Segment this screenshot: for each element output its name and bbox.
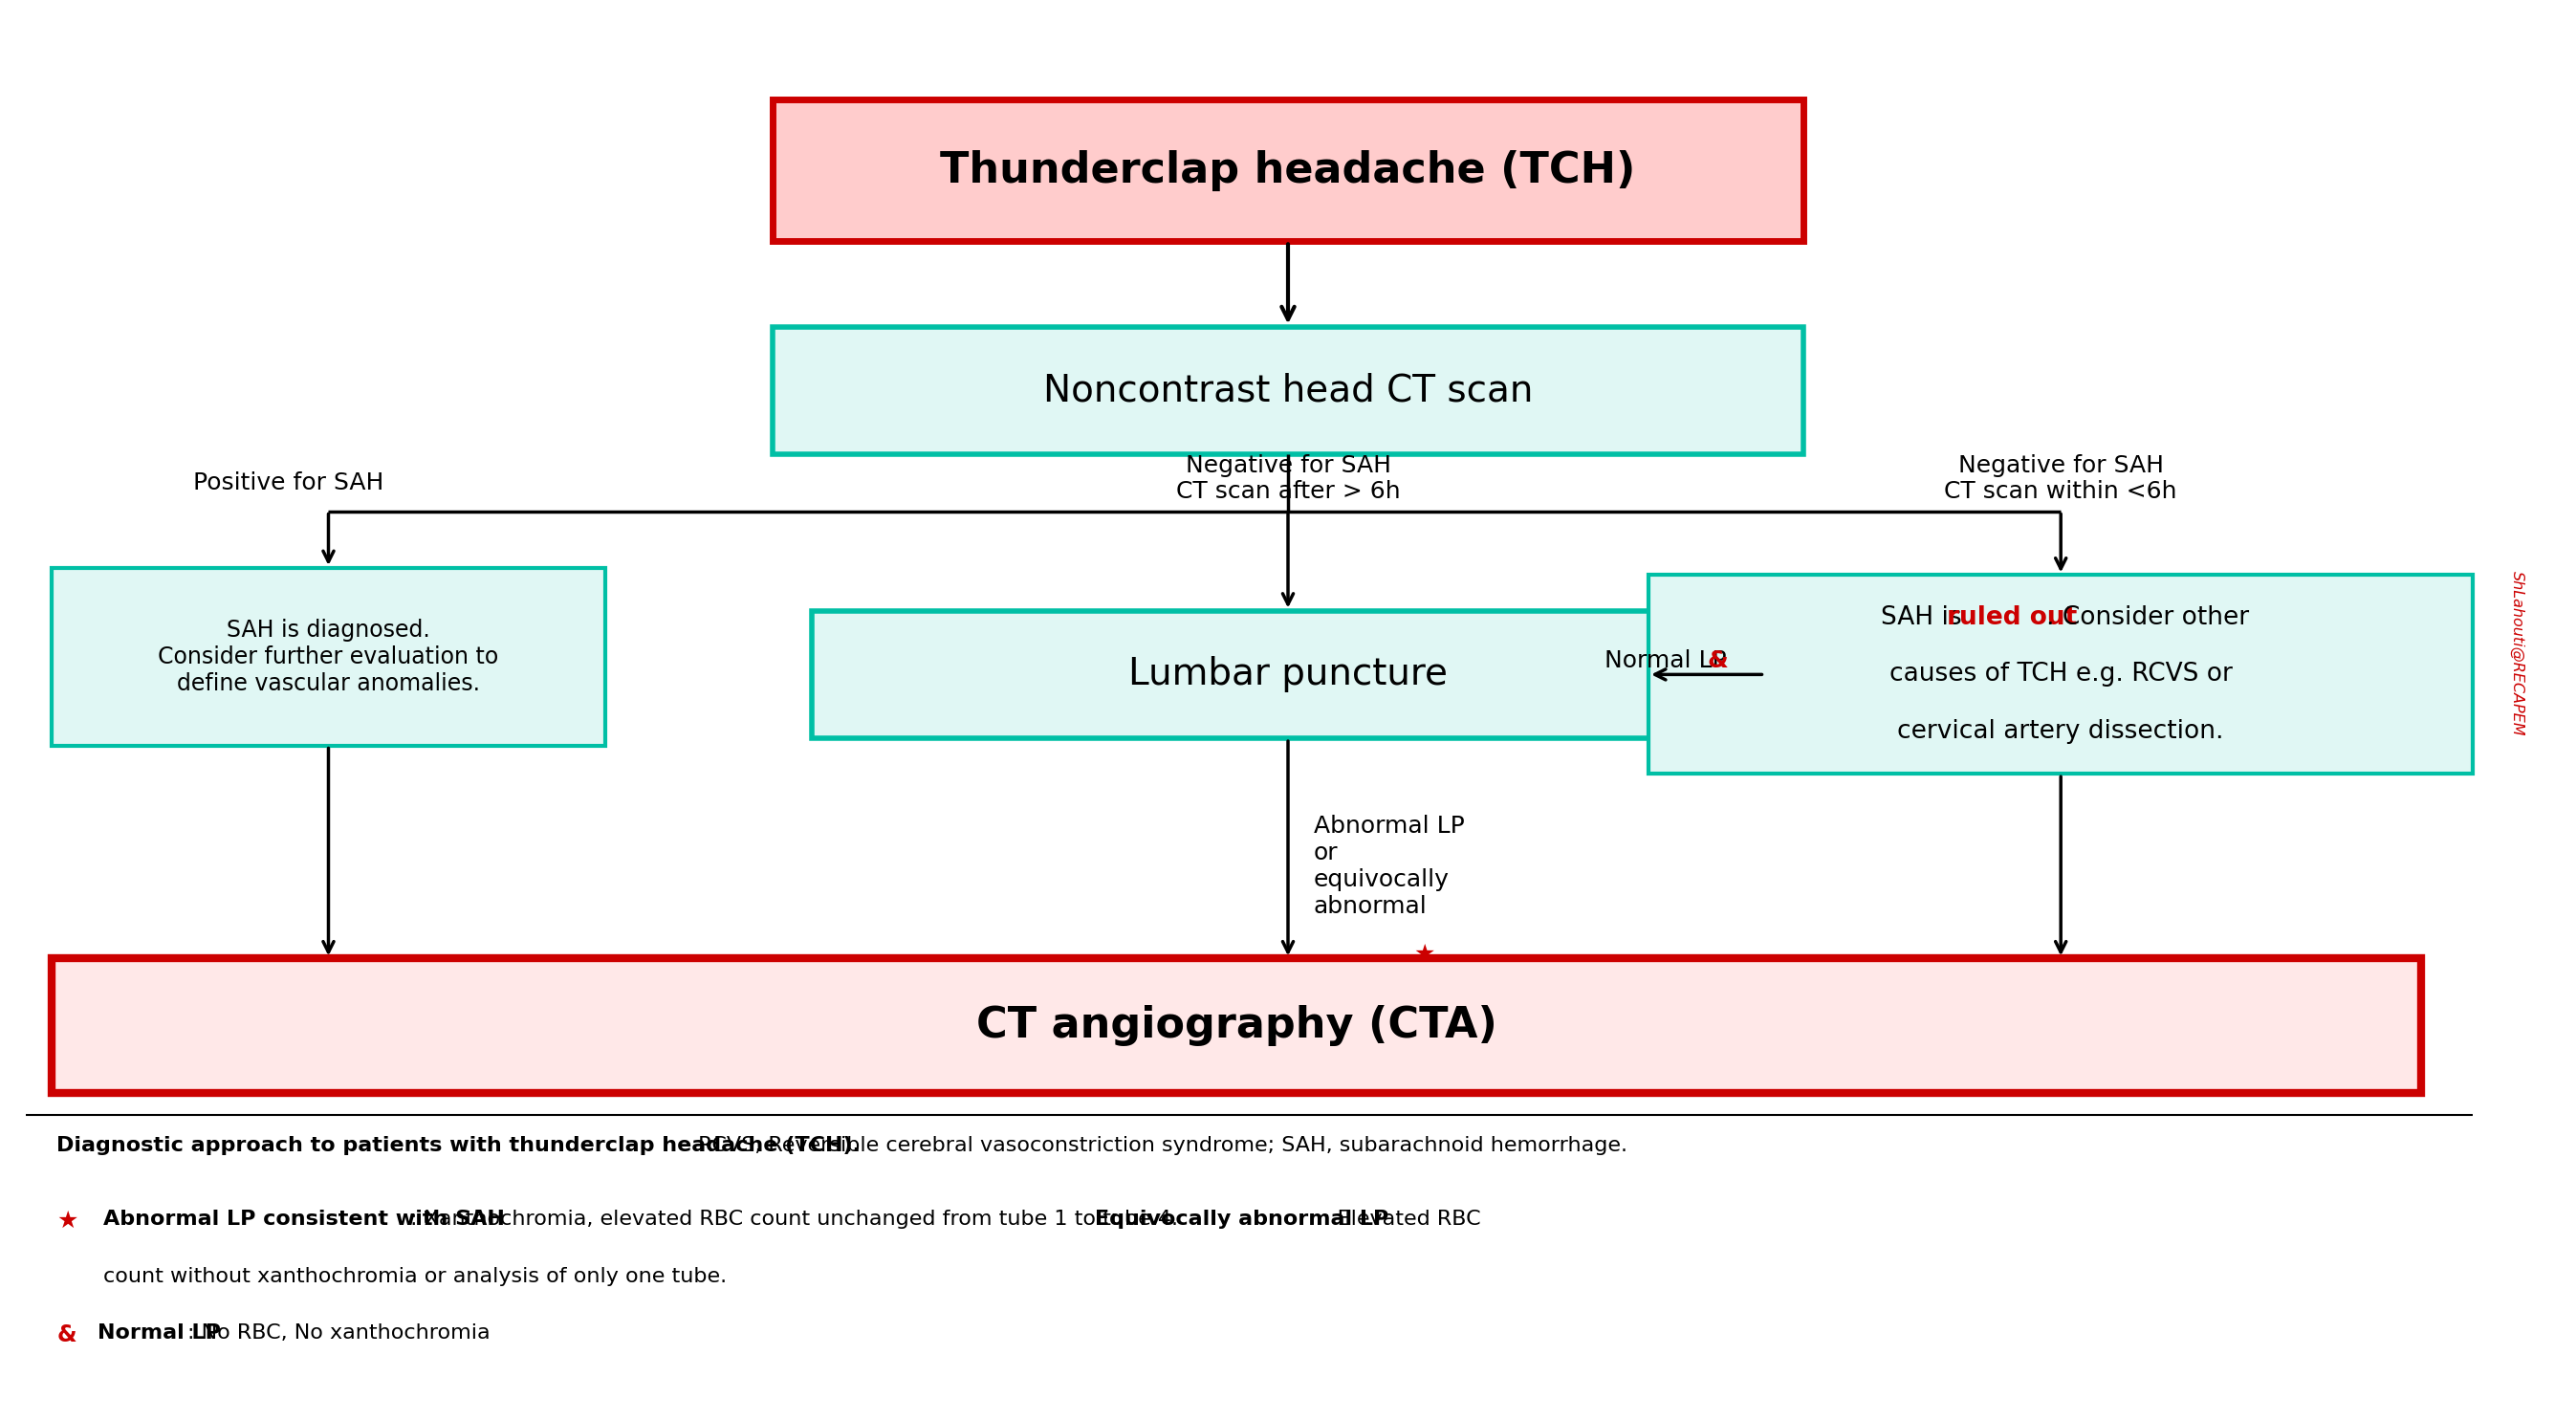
FancyBboxPatch shape	[811, 611, 1765, 738]
Text: Lumbar puncture: Lumbar puncture	[1128, 656, 1448, 693]
Text: count without xanthochromia or analysis of only one tube.: count without xanthochromia or analysis …	[103, 1267, 726, 1285]
Text: Positive for SAH: Positive for SAH	[193, 471, 384, 494]
Text: : Elevated RBC: : Elevated RBC	[1324, 1210, 1481, 1228]
Text: Diagnostic approach to patients with thunderclap headache (TCH).: Diagnostic approach to patients with thu…	[57, 1136, 860, 1154]
FancyBboxPatch shape	[773, 99, 1803, 241]
Text: Negative for SAH
CT scan after > 6h: Negative for SAH CT scan after > 6h	[1175, 454, 1401, 503]
Text: SAH is: SAH is	[1880, 605, 1971, 630]
Text: : No RBC, No xanthochromia: : No RBC, No xanthochromia	[188, 1323, 489, 1342]
Text: Abnormal LP
or
equivocally
abnormal: Abnormal LP or equivocally abnormal	[1314, 815, 1466, 917]
Text: : Xanthochromia, elevated RBC count unchanged from tube 1 to tube 4.: : Xanthochromia, elevated RBC count unch…	[410, 1210, 1185, 1228]
Text: ShLahouti@RECAPEM: ShLahouti@RECAPEM	[2509, 571, 2524, 736]
Text: ★: ★	[57, 1210, 77, 1233]
Text: . Consider other: . Consider other	[2045, 605, 2249, 630]
Text: Equivocally abnormal LP: Equivocally abnormal LP	[1095, 1210, 1388, 1228]
Text: ★: ★	[1414, 943, 1435, 966]
FancyBboxPatch shape	[52, 959, 2421, 1093]
Text: Noncontrast head CT scan: Noncontrast head CT scan	[1043, 372, 1533, 409]
Text: &: &	[57, 1323, 77, 1346]
FancyBboxPatch shape	[52, 568, 605, 746]
FancyBboxPatch shape	[1649, 575, 2473, 774]
Text: causes of TCH e.g. RCVS or: causes of TCH e.g. RCVS or	[1888, 662, 2233, 687]
Text: CT angiography (CTA): CT angiography (CTA)	[976, 1005, 1497, 1047]
Text: ruled out: ruled out	[1947, 605, 2076, 630]
Text: RCVS, Reversible cerebral vasoconstriction syndrome; SAH, subarachnoid hemorrhag: RCVS, Reversible cerebral vasoconstricti…	[690, 1136, 1628, 1154]
FancyBboxPatch shape	[773, 327, 1803, 454]
Text: Normal LP: Normal LP	[98, 1323, 222, 1342]
Text: Abnormal LP consistent with SAH: Abnormal LP consistent with SAH	[103, 1210, 505, 1228]
Text: cervical artery dissection.: cervical artery dissection.	[1899, 719, 2223, 744]
Text: Thunderclap headache (TCH): Thunderclap headache (TCH)	[940, 151, 1636, 190]
Text: Normal LP: Normal LP	[1605, 649, 1726, 672]
Text: Negative for SAH
CT scan within <6h: Negative for SAH CT scan within <6h	[1945, 454, 2177, 503]
Text: &: &	[1708, 649, 1728, 672]
Text: SAH is diagnosed.
Consider further evaluation to
define vascular anomalies.: SAH is diagnosed. Consider further evalu…	[157, 619, 500, 694]
